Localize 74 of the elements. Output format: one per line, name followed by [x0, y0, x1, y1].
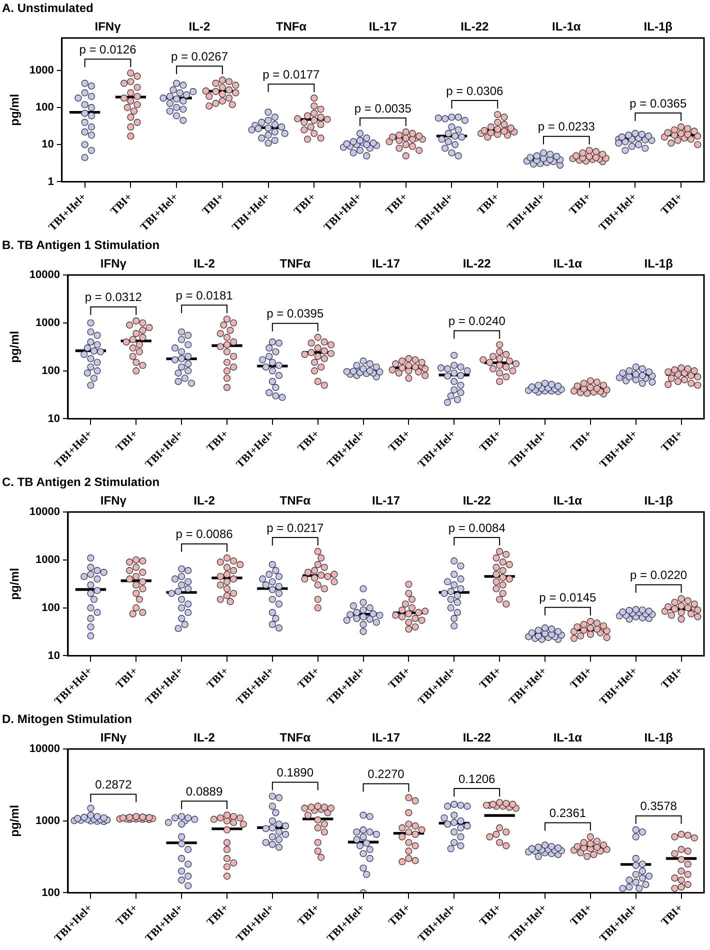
y-tick-label: 1000 — [36, 316, 60, 329]
text: IL-1β — [644, 493, 673, 508]
annotation: p = 0.0177 — [262, 67, 320, 82]
text: TNFα — [280, 730, 312, 744]
annotation: p = 0.0365 — [630, 96, 687, 110]
y-tick-label: 10000 — [29, 506, 60, 518]
text: TNFα — [276, 19, 308, 34]
y-axis-title: pg/ml — [8, 804, 22, 837]
y-tick-label: 10000 — [29, 269, 60, 282]
annotation: p = 0.0233 — [538, 120, 596, 134]
y-axis-title: pg/ml — [8, 330, 22, 363]
text: IL-22 — [462, 493, 492, 508]
text: IL-2 — [194, 493, 216, 508]
text: IL-17 — [372, 730, 400, 744]
annotation: 0.3578 — [640, 799, 678, 814]
text: IL-22 — [460, 19, 489, 34]
text: IL-22 — [462, 256, 492, 270]
chart-title: C. TB Antigen 2 Stimulation — [1, 474, 161, 490]
text: IL-1α — [553, 493, 583, 508]
annotation: p = 0.0084 — [448, 520, 506, 535]
text: IL-1β — [644, 256, 673, 270]
y-tick-label: 10 — [48, 650, 60, 662]
chart-title: B. TB Antigen 1 Stimulation — [1, 237, 161, 253]
annotation: p = 0.0217 — [266, 520, 324, 535]
y-tick-label: 100 — [36, 102, 54, 114]
text: IL-1α — [552, 19, 582, 34]
annotation: 0.2361 — [549, 806, 586, 820]
text: IL-17 — [372, 493, 400, 508]
y-tick-label: 10 — [42, 138, 54, 151]
annotation: p = 0.0240 — [448, 314, 506, 328]
annotation: p = 0.0220 — [630, 568, 688, 582]
y-tick-label: 100 — [42, 602, 60, 614]
annotation: p = 0.0086 — [176, 527, 234, 542]
y-axis-title: pg/ml — [8, 94, 22, 126]
annotation: p = 0.0126 — [79, 42, 137, 56]
annotation: p = 0.0267 — [170, 49, 228, 64]
annotation: p = 0.0312 — [84, 290, 142, 304]
y-tick-label: 1000 — [36, 814, 60, 827]
annotation: 0.0889 — [186, 784, 223, 798]
text: IL-17 — [372, 256, 400, 270]
text: IL-1β — [644, 19, 672, 34]
text: IL-2 — [194, 256, 216, 270]
annotation: 0.1890 — [276, 766, 314, 780]
text: IL-2 — [194, 730, 216, 744]
y-tick-label: 1 — [48, 176, 54, 188]
y-tick-label: 100 — [42, 364, 60, 377]
text: IFNγ — [100, 730, 127, 744]
y-tick-label: 1000 — [36, 554, 60, 566]
y-tick-label: 10 — [48, 412, 60, 425]
chart-title: A. Unstimulated — [1, 0, 94, 16]
annotation: 0.1206 — [458, 772, 496, 786]
text: IL-1α — [553, 256, 583, 270]
y-tick-label: 10000 — [29, 743, 60, 756]
y-tick-label: 1000 — [29, 64, 54, 76]
annotation: p = 0.0035 — [354, 101, 412, 116]
annotation: p = 0.0145 — [539, 590, 597, 605]
annotation: p = 0.0306 — [446, 84, 504, 98]
text: IFNγ — [100, 256, 127, 270]
y-axis-title: pg/ml — [8, 568, 22, 600]
annotation: 0.2872 — [95, 778, 132, 792]
annotation: p = 0.0395 — [266, 306, 324, 321]
chart-title: D. Mitogen Stimulation — [1, 711, 133, 727]
y-tick-label: 100 — [42, 886, 60, 899]
text: TNFα — [280, 493, 312, 508]
text: IL-17 — [368, 19, 398, 34]
annotation: 0.2270 — [368, 767, 405, 782]
text: IFNγ — [100, 493, 127, 508]
annotation: p = 0.0181 — [176, 288, 234, 302]
text: IL-22 — [462, 730, 492, 744]
text: IL-1α — [553, 730, 583, 744]
text: TNFα — [280, 256, 312, 270]
text: IL-1β — [644, 730, 673, 744]
text: IFNγ — [94, 19, 122, 34]
text: IL-2 — [188, 19, 210, 34]
